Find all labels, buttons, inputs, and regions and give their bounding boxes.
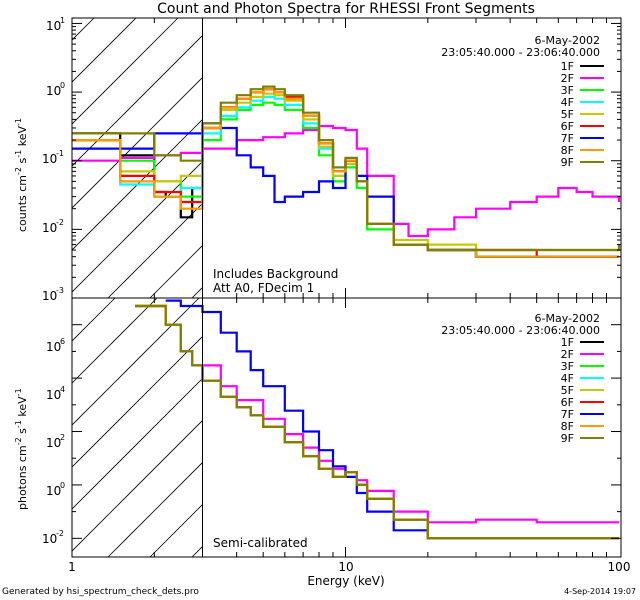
series-9F <box>135 304 619 540</box>
x-axis-label: Energy (keV) <box>307 574 384 588</box>
svg-text:10: 10 <box>42 532 57 546</box>
attenuator-note: Att A0, FDecim 1 <box>213 281 314 295</box>
top-y-tick-1e1: 101 <box>46 16 65 33</box>
hatch-line <box>72 377 203 510</box>
legend-date: 6-May-2002 <box>535 312 600 325</box>
bottom-y-axis-label: photons cm-2 s-1 keV-1 <box>14 388 29 510</box>
hatch-line <box>191 545 203 557</box>
svg-text:4: 4 <box>60 385 65 394</box>
legend-label-1F: 1F <box>561 60 574 73</box>
bottom-y-tick-1e0: 100 <box>46 481 65 498</box>
svg-text:10: 10 <box>42 289 57 303</box>
hatch-line <box>72 298 200 426</box>
x-tick-label-100: 100 <box>608 560 631 574</box>
svg-text:10: 10 <box>46 340 61 354</box>
footer-timestamp: 4-Sep-2014 19:07 <box>564 587 636 596</box>
series-2F <box>202 364 619 524</box>
legend-label-4F: 4F <box>561 372 574 385</box>
series-5F <box>135 304 619 540</box>
svg-text:0: 0 <box>60 81 65 90</box>
svg-text:1: 1 <box>60 16 65 25</box>
legend-label-3F: 3F <box>561 360 574 373</box>
bottom-y-tick-1e4: 104 <box>46 385 65 402</box>
legend-label-8F: 8F <box>561 144 574 157</box>
legend-date: 6-May-2002 <box>535 34 600 47</box>
svg-text:10: 10 <box>46 388 61 402</box>
hatch-line <box>72 18 137 83</box>
low-energy-hatch-bottom <box>72 298 203 557</box>
top-y-tick-1e-3: 10-3 <box>42 286 64 303</box>
top-y-tick-1e0: 100 <box>46 81 65 98</box>
svg-text:-3: -3 <box>56 286 64 295</box>
legend-time-range: 23:05:40.000 - 23:06:40.000 <box>441 46 600 59</box>
legend-label-9F: 9F <box>561 432 574 445</box>
top-y-axis-label: counts cm-2 s-1 keV-1 <box>14 118 29 232</box>
hatch-line <box>149 244 203 298</box>
series-7F <box>165 299 619 540</box>
svg-text:10: 10 <box>42 221 57 235</box>
hatch-line <box>72 419 203 552</box>
hatch-line <box>72 118 203 251</box>
top-y-tick-labels: 101 100 10-1 10-2 10-3 <box>42 16 65 303</box>
legend-label-2F: 2F <box>561 348 574 361</box>
count-spectra-series <box>72 85 621 258</box>
legend-time-range: 23:05:40.000 - 23:06:40.000 <box>441 324 600 337</box>
hatch-line <box>107 202 203 298</box>
legend-label-6F: 6F <box>561 120 574 133</box>
legend-label-5F: 5F <box>561 384 574 397</box>
legend-label-9F: 9F <box>561 156 574 169</box>
svg-text:10: 10 <box>42 152 57 166</box>
hatch-line <box>72 298 158 384</box>
series-6F <box>135 304 619 540</box>
chart-title: Count and Photon Spectra for RHESSI Fron… <box>157 1 535 17</box>
bottom-y-tick-1e6: 106 <box>46 337 65 354</box>
bottom-y-tick-labels: 106 104 102 100 10-2 <box>42 337 65 546</box>
series-1F <box>135 304 619 540</box>
legend-label-8F: 8F <box>561 420 574 433</box>
semi-calibrated-note: Semi-calibrated <box>213 536 308 550</box>
svg-text:10: 10 <box>46 436 61 450</box>
legend-bottom: 6-May-2002 23:05:40.000 - 23:06:40.000 1… <box>441 312 604 445</box>
axis-ticks <box>71 18 621 557</box>
legend-label-5F: 5F <box>561 108 574 121</box>
bottom-y-tick-1e-2: 10-2 <box>42 529 64 546</box>
svg-text:6: 6 <box>60 337 65 346</box>
x-tick-label-1: 1 <box>68 560 76 574</box>
hatch-line <box>72 18 179 125</box>
legend-label-6F: 6F <box>561 396 574 409</box>
hatch-line <box>234 18 514 298</box>
x-tick-label-10: 10 <box>338 560 353 574</box>
hatch-line <box>107 461 203 557</box>
legend-label-4F: 4F <box>561 96 574 109</box>
series-3F <box>135 304 619 540</box>
footer-generator: Generated by hsi_spectrum_check_dets.pro <box>2 587 199 597</box>
hatch-line <box>72 34 203 167</box>
legend-label-2F: 2F <box>561 72 574 85</box>
series-4F <box>135 304 619 540</box>
top-y-tick-1e-1: 10-1 <box>42 149 64 166</box>
svg-text:-1: -1 <box>56 149 64 158</box>
hatch-line <box>72 160 203 293</box>
svg-text:-2: -2 <box>56 529 64 538</box>
hatch-line <box>149 503 203 557</box>
hatch-line <box>72 335 203 468</box>
photon-spectra-series <box>135 299 619 540</box>
svg-text:0: 0 <box>60 481 65 490</box>
legend-label-1F: 1F <box>561 336 574 349</box>
svg-text:10: 10 <box>46 484 61 498</box>
svg-text:2: 2 <box>60 433 65 442</box>
top-y-tick-1e-2: 10-2 <box>42 218 64 235</box>
svg-text:-2: -2 <box>56 218 64 227</box>
bottom-panel-frame <box>71 297 622 558</box>
legend-label-7F: 7F <box>561 132 574 145</box>
legend-top: 6-May-2002 23:05:40.000 - 23:06:40.000 1… <box>441 34 604 169</box>
svg-text:10: 10 <box>46 19 61 33</box>
background-note: Includes Background <box>213 267 338 281</box>
legend-label-3F: 3F <box>561 84 574 97</box>
bottom-y-tick-1e2: 102 <box>46 433 65 450</box>
svg-text:10: 10 <box>46 84 61 98</box>
legend-label-7F: 7F <box>561 408 574 421</box>
series-8F <box>135 304 619 540</box>
